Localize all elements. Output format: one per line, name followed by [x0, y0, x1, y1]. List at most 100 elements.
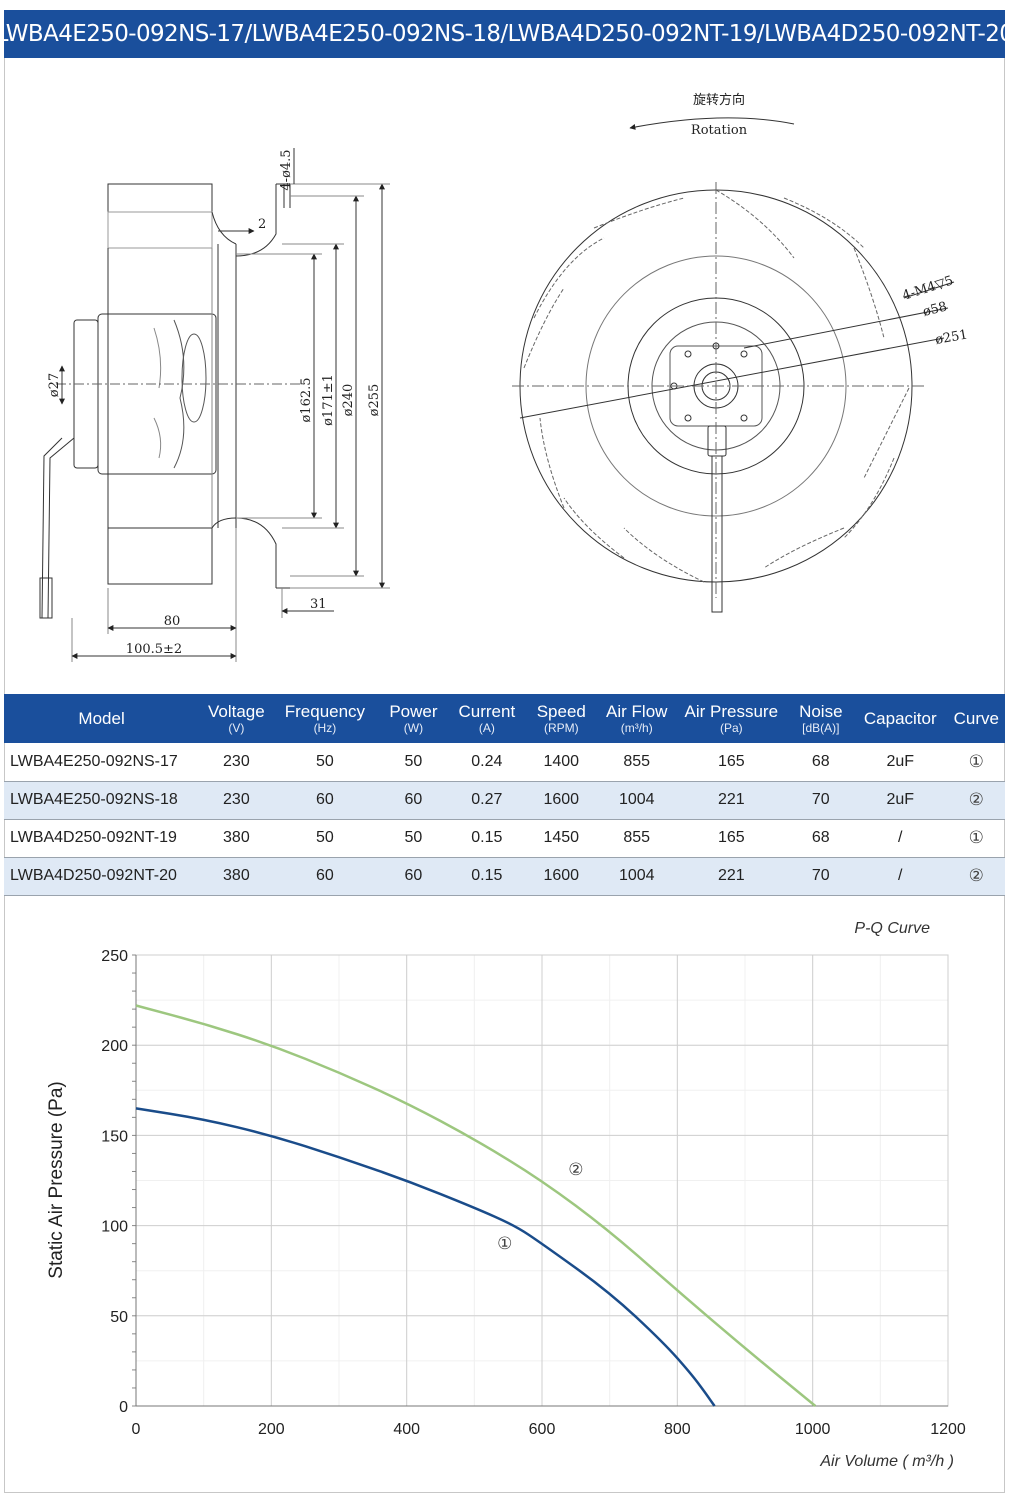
- x-tick-label: 800: [664, 1421, 691, 1438]
- col-header-label: Current: [458, 702, 516, 721]
- dim-holes-label: 4-ø4.5: [279, 149, 294, 190]
- cell-voltage: 380: [199, 857, 274, 896]
- col-header-unit: (V): [228, 721, 245, 735]
- x-tick-label: 0: [132, 1421, 141, 1438]
- y-axis-label: Static Air Pressure (Pa): [46, 1081, 67, 1278]
- col-header-curve: Curve: [947, 694, 1005, 743]
- col-header-label: Noise: [799, 702, 843, 721]
- y-tick-label: 250: [101, 948, 128, 965]
- cell-frequency: 60: [273, 781, 377, 820]
- cell-current: 0.15: [450, 857, 524, 896]
- drawing-svg: 4-ø4.5 2 ø162.5 ø171±1 ø240 ø255 ø27 80 …: [39, 92, 969, 662]
- lower-blade: [107, 527, 213, 585]
- cell-air-pressure: 221: [673, 781, 789, 820]
- front-view: [512, 117, 955, 613]
- col-header-label: Curve: [953, 709, 999, 728]
- col-header-label: Model: [78, 709, 125, 728]
- x-tick-label: 1200: [930, 1421, 966, 1438]
- cell-speed: 1600: [523, 781, 600, 820]
- cell-air-pressure: 221: [673, 857, 789, 896]
- dim-m4-label: 4-M4▽5: [901, 273, 956, 303]
- col-header-air-pressure: Air Pressure (Pa): [673, 694, 789, 743]
- dim-31-label: 31: [310, 597, 327, 612]
- rotation-en-label: Rotation: [691, 123, 748, 138]
- col-header-frequency: Frequency (Hz): [273, 694, 377, 743]
- x-tick-label: 600: [529, 1421, 556, 1438]
- cell-noise: 70: [788, 781, 853, 820]
- curve-annotation: ①: [497, 1234, 512, 1254]
- cell-frequency: 60: [273, 857, 377, 896]
- col-header-capacitor: Capacitor: [853, 694, 948, 743]
- col-header-current: Current (A): [450, 694, 524, 743]
- cell-current: 0.27: [450, 781, 524, 820]
- x-axis-label: Air Volume ( m³/h ): [819, 1453, 954, 1470]
- col-header-unit: [dB(A)]: [802, 721, 840, 735]
- col-header-speed: Speed (RPM): [523, 694, 600, 743]
- table-row: LWBA4D250-092NT-19 380 50 50 0.15 1450 855 165 6…: [4, 819, 1005, 858]
- cell-voltage: 230: [199, 781, 274, 820]
- cell-capacitor: /: [853, 819, 948, 858]
- col-header-unit: (RPM): [543, 721, 579, 735]
- dim-d255-label: ø255: [367, 384, 382, 417]
- col-header-unit: (Hz): [313, 721, 337, 735]
- cell-speed: 1400: [523, 743, 600, 782]
- curve-annotation: ②: [568, 1160, 583, 1180]
- cell-current: 0.15: [450, 819, 524, 858]
- cell-speed: 1600: [523, 857, 600, 896]
- col-header-label: Power: [389, 702, 438, 721]
- cell-current: 0.24: [450, 743, 524, 782]
- col-header-noise: Noise [dB(A)]: [788, 694, 853, 743]
- cell-air-pressure: 165: [673, 743, 789, 782]
- cell-power: 50: [376, 743, 451, 782]
- cell-capacitor: 2uF: [853, 743, 948, 782]
- cell-curve: ②: [947, 857, 1005, 896]
- cell-voltage: 380: [199, 819, 274, 858]
- cell-model: LWBA4D250-092NT-19: [4, 819, 200, 858]
- cell-power: 50: [376, 819, 451, 858]
- dim-1005-label: 100.5±2: [126, 642, 182, 657]
- product-title: LWBA4E250-092NS-17/LWBA4E250-092NS-18/LW…: [0, 10, 1010, 58]
- col-header-unit: (m³/h): [620, 721, 653, 735]
- cell-frequency: 50: [273, 819, 377, 858]
- col-header-unit: (Pa): [719, 721, 743, 735]
- series-line-2: [135, 1004, 817, 1407]
- table-body: LWBA4E250-092NS-17 230 50 50 0.24 1400 855 165 6…: [4, 743, 1005, 896]
- col-header-power: Power (W): [376, 694, 451, 743]
- cell-air-flow: 855: [599, 819, 674, 858]
- x-tick-label: 400: [393, 1421, 420, 1438]
- technical-drawing: 4-ø4.5 2 ø162.5 ø171±1 ø240 ø255 ø27 80 …: [4, 58, 1005, 694]
- col-header-label: Capacitor: [863, 709, 937, 728]
- cell-voltage: 230: [199, 743, 274, 782]
- cell-air-flow: 1004: [599, 857, 674, 896]
- rotation-cn-label: 旋转方向: [693, 92, 745, 108]
- col-header-unit: (W): [403, 721, 424, 735]
- upper-blade: [107, 183, 213, 213]
- cell-capacitor: 2uF: [853, 781, 948, 820]
- y-tick-label: 100: [101, 1219, 128, 1236]
- table-header-row: Model Voltage (V) Frequency (Hz) Power (W) Curr…: [4, 694, 1005, 743]
- table-row: LWBA4E250-092NS-18 230 60 60 0.27 1600 1004 221…: [4, 781, 1005, 820]
- col-header-model: Model: [4, 694, 200, 743]
- chart-title: P-Q Curve: [854, 920, 930, 937]
- col-header-label: Speed: [536, 702, 586, 721]
- side-view: [39, 148, 390, 662]
- col-header-label: Air Pressure: [684, 702, 779, 721]
- cell-noise: 70: [788, 857, 853, 896]
- y-tick-label: 0: [119, 1399, 128, 1416]
- cell-curve: ②: [947, 781, 1005, 820]
- table-row: LWBA4D250-092NT-20 380 60 60 0.15 1600 1004 221…: [4, 857, 1005, 896]
- spec-table: Model Voltage (V) Frequency (Hz) Power (W) Curr…: [4, 694, 1005, 896]
- col-header-unit: (A): [478, 721, 495, 735]
- cell-capacitor: /: [853, 857, 948, 896]
- dim-d240-label: ø240: [341, 384, 356, 417]
- y-tick-label: 200: [101, 1038, 128, 1055]
- cell-model: LWBA4E250-092NS-17: [4, 743, 200, 782]
- dim-251-label: ø251: [934, 327, 969, 347]
- x-tick-label: 200: [258, 1421, 285, 1438]
- pq-chart: 0 200 400 600 800 1000 1200 0 50 100 150 200 250 ① ② P-…: [4, 894, 1005, 1494]
- cell-air-flow: 1004: [599, 781, 674, 820]
- cell-noise: 68: [788, 819, 853, 858]
- dim-80-label: 80: [164, 614, 181, 629]
- cell-model: LWBA4D250-092NT-20: [4, 857, 200, 896]
- cell-curve: ①: [947, 819, 1005, 858]
